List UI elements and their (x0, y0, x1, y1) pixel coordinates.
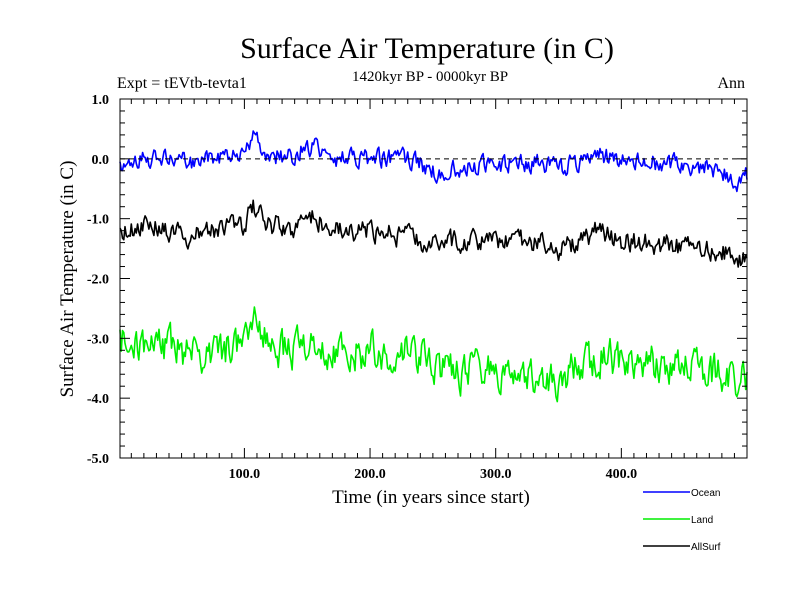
experiment-label: Expt = tEVtb-tevta1 (117, 75, 247, 92)
y-tick-label: -4.0 (87, 392, 109, 407)
x-tick-labels: 100.0 200.0 300.0 400.0 (229, 467, 637, 482)
y-tick-labels: 1.0 0.0 -1.0 -2.0 -3.0 -4.0 -5.0 (87, 93, 109, 467)
series-line-land (119, 306, 748, 403)
y-tick-label: 1.0 (92, 93, 110, 108)
axis-ticks (120, 98, 747, 459)
series-group (119, 130, 748, 403)
y-tick-label: -3.0 (87, 332, 109, 347)
y-tick-label: 0.0 (92, 153, 110, 168)
x-tick-label: 300.0 (480, 467, 512, 482)
y-tick-label: -5.0 (87, 452, 109, 467)
legend-label-land: Land (691, 515, 713, 526)
plot-frame (119, 98, 748, 459)
x-axis-label: Time (in years since start) (332, 487, 530, 508)
x-tick-label: 400.0 (606, 467, 638, 482)
legend-label-allsurf: AllSurf (691, 542, 721, 553)
legend: Ocean Land AllSurf (643, 488, 721, 553)
x-tick-label: 100.0 (229, 467, 261, 482)
y-tick-label: -2.0 (87, 273, 109, 288)
x-tick-label: 200.0 (354, 467, 386, 482)
series-line-ocean (119, 130, 748, 193)
legend-label-ocean: Ocean (691, 488, 720, 499)
y-axis-label: Surface Air Temperature (in C) (57, 161, 78, 398)
chart-subtitle: 1420kyr BP - 0000kyr BP (352, 69, 508, 85)
season-label: Ann (717, 75, 745, 92)
series-line-allsurf (119, 199, 748, 268)
y-tick-label: -1.0 (87, 213, 109, 228)
chart-title: Surface Air Temperature (in C) (240, 32, 614, 65)
